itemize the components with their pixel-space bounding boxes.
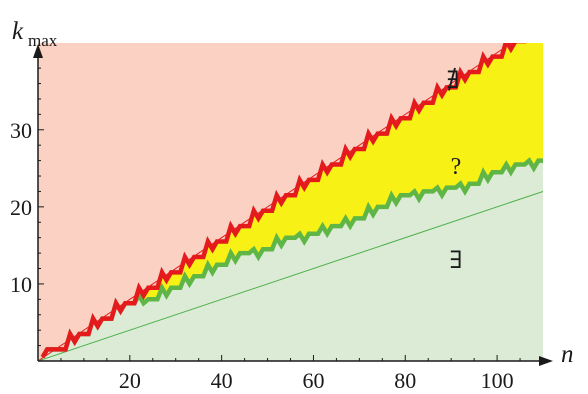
x-tick-label: 60 (302, 368, 324, 393)
region-label-unknown: ? (451, 154, 462, 180)
region-label-exists: ∃ (449, 248, 462, 274)
chart-series (38, 43, 543, 361)
y-tick-label: 20 (10, 195, 32, 220)
region-label-not-exists: ∄ (446, 67, 459, 94)
lower-line (38, 190, 543, 361)
y-axis-arrow (33, 44, 43, 58)
x-axis-arrow (539, 356, 553, 366)
x-tick-label: 40 (211, 368, 233, 393)
y-tick-label: 10 (10, 272, 32, 297)
y-axis-label-subscript: max (28, 31, 58, 50)
y-tick-label: 30 (10, 118, 32, 143)
x-axis-label: n (561, 341, 574, 368)
region-exists (42, 160, 543, 361)
x-tick-label: 20 (119, 368, 141, 393)
chart-axes: 20 40 60 80 100 10 20 30 (10, 44, 553, 393)
upper-bound-series (40, 43, 527, 359)
x-tick-label: 80 (394, 368, 416, 393)
x-tick-label: 100 (481, 368, 514, 393)
y-axis-label: k (12, 18, 24, 45)
